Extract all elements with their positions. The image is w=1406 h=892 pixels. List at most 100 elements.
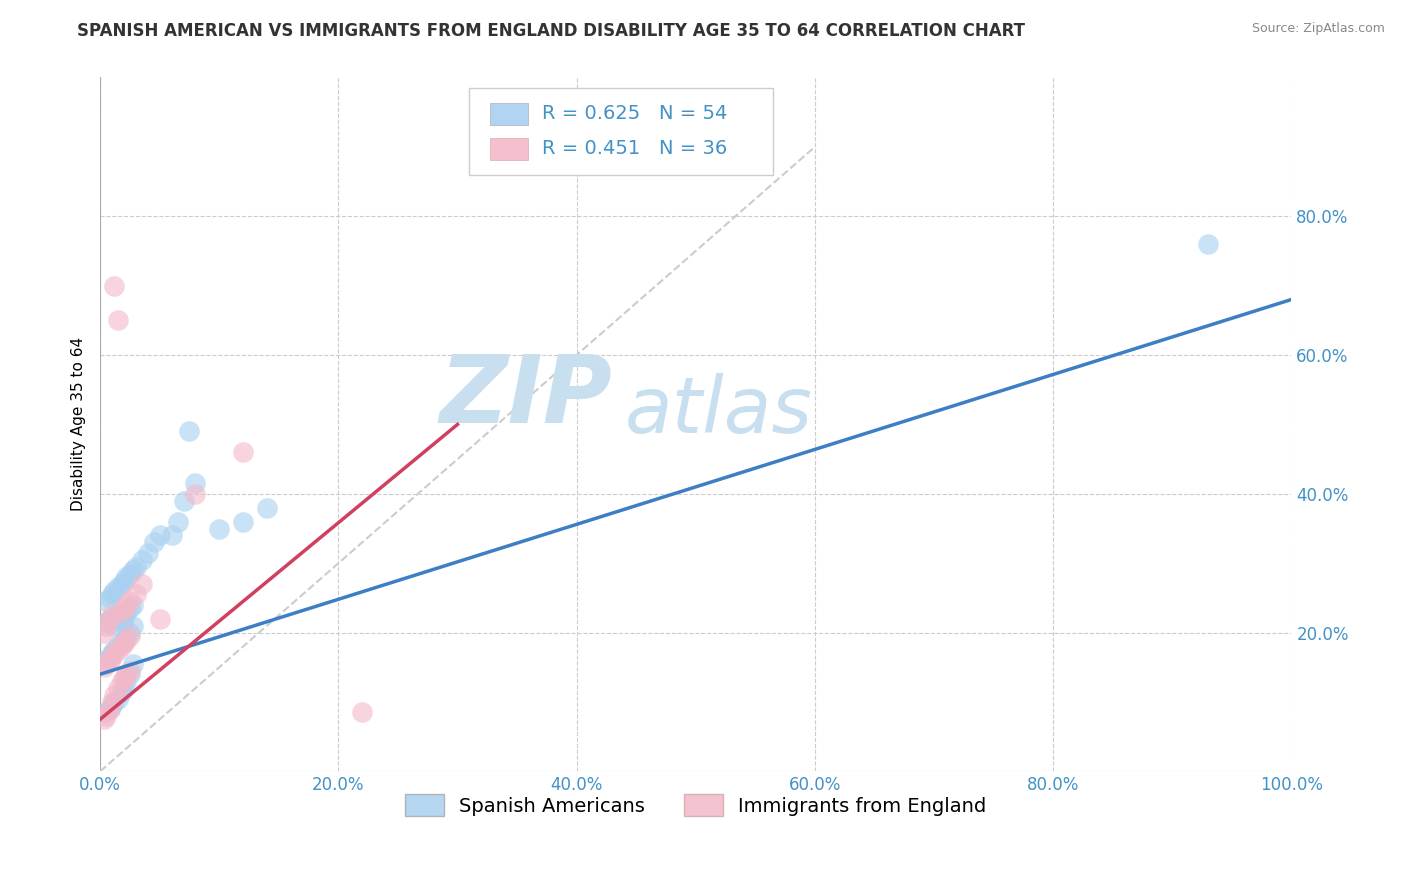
Point	[122, 563, 145, 577]
Point	[352, 706, 374, 720]
Point	[101, 615, 124, 630]
Point	[93, 660, 115, 674]
Point	[98, 649, 121, 664]
Point	[103, 278, 125, 293]
Point	[179, 425, 201, 439]
Point	[107, 608, 129, 623]
Text: R = 0.451   N = 36: R = 0.451 N = 36	[543, 139, 727, 158]
Point	[101, 608, 124, 623]
Text: R = 0.625   N = 54: R = 0.625 N = 54	[543, 104, 727, 123]
Point	[1197, 237, 1219, 252]
Point	[118, 601, 141, 615]
Point	[110, 684, 132, 698]
Point	[256, 500, 278, 515]
Point	[110, 674, 132, 689]
Point	[131, 577, 153, 591]
Point	[94, 653, 117, 667]
Point	[131, 553, 153, 567]
Point	[98, 653, 121, 667]
Point	[115, 667, 138, 681]
Point	[125, 559, 148, 574]
Point	[110, 615, 132, 630]
Point	[115, 598, 138, 612]
Point	[94, 594, 117, 608]
Point	[118, 667, 141, 681]
Point	[93, 625, 115, 640]
Point	[110, 636, 132, 650]
Point	[94, 615, 117, 630]
Text: Source: ZipAtlas.com: Source: ZipAtlas.com	[1251, 22, 1385, 36]
Text: SPANISH AMERICAN VS IMMIGRANTS FROM ENGLAND DISABILITY AGE 35 TO 64 CORRELATION : SPANISH AMERICAN VS IMMIGRANTS FROM ENGL…	[77, 22, 1025, 40]
Point	[107, 681, 129, 695]
Legend: Spanish Americans, Immigrants from England: Spanish Americans, Immigrants from Engla…	[396, 786, 994, 824]
Point	[118, 625, 141, 640]
Point	[103, 643, 125, 657]
Point	[115, 605, 138, 619]
Point	[110, 640, 132, 654]
Point	[142, 535, 165, 549]
Point	[101, 698, 124, 713]
Point	[149, 612, 172, 626]
Point	[93, 712, 115, 726]
Point	[103, 584, 125, 599]
Point	[232, 445, 254, 459]
Point	[112, 612, 135, 626]
Point	[103, 695, 125, 709]
Point	[118, 594, 141, 608]
Point	[101, 649, 124, 664]
Point	[208, 521, 231, 535]
Point	[101, 587, 124, 601]
Point	[94, 706, 117, 720]
Point	[101, 647, 124, 661]
Point	[98, 591, 121, 605]
Point	[122, 598, 145, 612]
Point	[101, 695, 124, 709]
Point	[118, 629, 141, 643]
Text: atlas: atlas	[624, 373, 813, 449]
FancyBboxPatch shape	[470, 87, 773, 175]
FancyBboxPatch shape	[489, 137, 527, 160]
Point	[173, 493, 195, 508]
Point	[122, 618, 145, 632]
Point	[107, 581, 129, 595]
Point	[110, 577, 132, 591]
Point	[107, 313, 129, 327]
Point	[103, 647, 125, 661]
Point	[112, 632, 135, 647]
Point	[115, 629, 138, 643]
Point	[94, 618, 117, 632]
Point	[184, 487, 207, 501]
Point	[115, 632, 138, 647]
Y-axis label: Disability Age 35 to 64: Disability Age 35 to 64	[72, 337, 86, 511]
Point	[98, 702, 121, 716]
Point	[115, 674, 138, 689]
Point	[232, 515, 254, 529]
Point	[98, 702, 121, 716]
Point	[112, 574, 135, 588]
Point	[118, 566, 141, 581]
Point	[107, 691, 129, 706]
Point	[110, 605, 132, 619]
Point	[112, 671, 135, 685]
Point	[122, 657, 145, 671]
Text: ZIP: ZIP	[440, 351, 613, 442]
Point	[166, 515, 188, 529]
Point	[94, 657, 117, 671]
Point	[149, 528, 172, 542]
Point	[98, 612, 121, 626]
Point	[125, 587, 148, 601]
Point	[112, 681, 135, 695]
Point	[107, 643, 129, 657]
Point	[112, 636, 135, 650]
Point	[112, 601, 135, 615]
Point	[98, 612, 121, 626]
Point	[103, 688, 125, 702]
FancyBboxPatch shape	[489, 103, 527, 125]
Point	[118, 664, 141, 678]
Point	[103, 618, 125, 632]
Point	[160, 528, 183, 542]
Point	[115, 570, 138, 584]
Point	[94, 709, 117, 723]
Point	[136, 546, 159, 560]
Point	[107, 640, 129, 654]
